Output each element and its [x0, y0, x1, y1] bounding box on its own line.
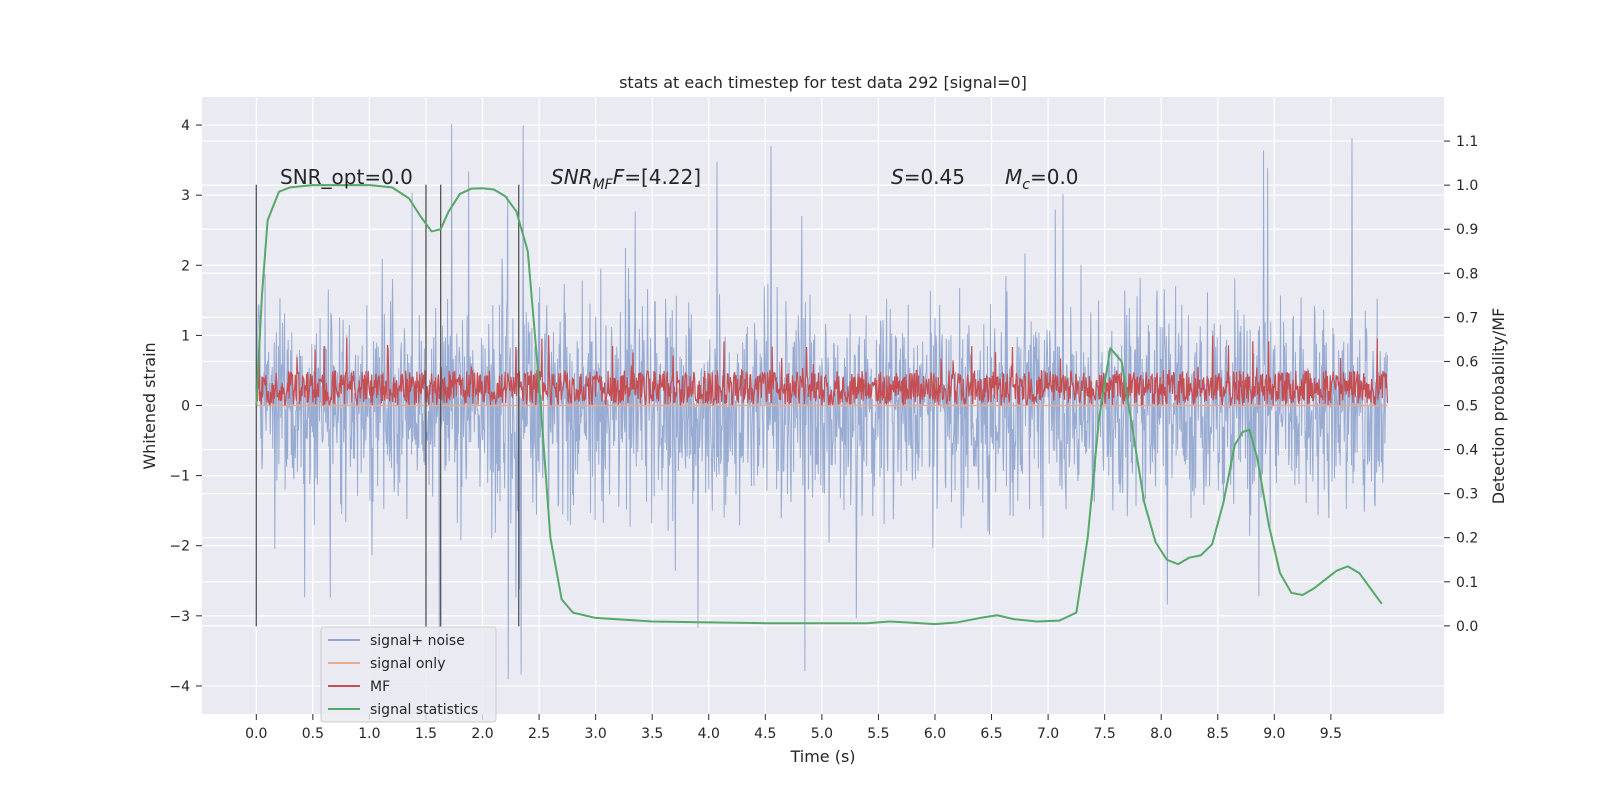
- x-tick-label: 3.0: [585, 726, 607, 742]
- mf-series: [255, 335, 1389, 407]
- y2-tick-label: 0.7: [1456, 310, 1478, 326]
- chart-title: stats at each timestep for test data 292…: [619, 73, 1027, 92]
- annotation-s: S=0.45: [891, 165, 965, 189]
- signal-statistics-series: [255, 184, 1383, 626]
- y2-tick-label: 0.0: [1456, 619, 1478, 635]
- x-tick-label: 2.0: [471, 726, 493, 742]
- y2-tick-label: 1.0: [1456, 178, 1478, 194]
- y2-tick-label: 0.6: [1456, 354, 1478, 370]
- x-tick-label: 9.0: [1263, 726, 1285, 742]
- y2-axis-label: Detection probability/MF: [1489, 308, 1508, 505]
- y-tick-label: 4: [181, 118, 190, 134]
- x-tick-label: 8.0: [1150, 726, 1172, 742]
- y-tick-label: 2: [181, 258, 190, 274]
- x-tick-label: 1.0: [358, 726, 380, 742]
- x-tick-label: 6.5: [980, 726, 1002, 742]
- x-tick-label: 5.5: [867, 726, 889, 742]
- y-tick-label: 0: [181, 399, 190, 415]
- vertical-markers: [255, 184, 520, 627]
- legend-label-signal: signal only: [370, 656, 445, 672]
- x-tick-label: 4.0: [698, 726, 720, 742]
- y2-tick-labels: 1.1 1.0 0.9 0.8 0.7 0.6 0.5 0.4 0.3 0.2 0.1 0.0: [1444, 134, 1478, 635]
- y2-tick-label: 0.5: [1456, 399, 1478, 415]
- mc-value: =0.0: [1030, 165, 1079, 189]
- x-tick-label: 7.5: [1094, 726, 1116, 742]
- legend-box: [320, 626, 497, 723]
- x-tick-label: 8.5: [1207, 726, 1229, 742]
- y2-tick-label: 1.1: [1456, 134, 1478, 150]
- x-tick-label: 0.5: [302, 726, 324, 742]
- legend-label-noise: signal+ noise: [370, 633, 465, 649]
- y-tick-label: −1: [169, 469, 190, 485]
- legend: signal+ noise signal only MF signal stat…: [320, 626, 497, 723]
- snr-mf-base: SNR: [551, 165, 593, 189]
- x-tick-label: 2.5: [528, 726, 550, 742]
- annotation-snr-opt: SNR_opt=0.0: [280, 165, 413, 189]
- y-tick-labels: 4 3 2 1 0 −1 −2 −3 −4: [169, 118, 202, 695]
- mc-sub: c: [1022, 177, 1030, 193]
- mc-base: M: [1005, 165, 1022, 189]
- x-tick-label: 9.5: [1320, 726, 1342, 742]
- s-value: =0.45: [904, 165, 965, 189]
- snr-mf-f: F: [613, 165, 625, 189]
- y2-tick-label: 0.8: [1456, 266, 1478, 282]
- annotation-snr-mf: SNRMFF=[4.22]: [551, 165, 701, 193]
- y-tick-label: 1: [181, 328, 190, 344]
- y-tick-label: −3: [169, 609, 190, 625]
- y-tick-label: −4: [169, 679, 190, 695]
- x-tick-label: 3.5: [641, 726, 663, 742]
- y2-tick-label: 0.4: [1456, 443, 1478, 459]
- series-line-signal-statistics: [255, 184, 1383, 626]
- y2-tick-label: 0.3: [1456, 487, 1478, 503]
- legend-label-stats: signal statistics: [370, 702, 478, 718]
- series-line-mf: [255, 335, 1389, 407]
- x-tick-label: 4.5: [754, 726, 776, 742]
- x-tick-labels: 0.0 0.5 1.0 1.5 2.0 2.5 3.0 3.5 4.0 4.5 5.0 5.5 6.0 6…: [245, 714, 1342, 742]
- x-axis-label: Time (s): [789, 747, 855, 766]
- y-axis-label: Whitened strain: [140, 342, 159, 469]
- y2-tick-label: 0.2: [1456, 531, 1478, 547]
- s-label: S: [891, 165, 904, 189]
- y-tick-label: −2: [169, 539, 190, 555]
- y2-tick-label: 0.1: [1456, 575, 1478, 591]
- legend-label-mf: MF: [370, 679, 390, 695]
- y-tick-label: 3: [181, 188, 190, 204]
- snr-mf-sub: MF: [593, 177, 614, 193]
- y2-tick-label: 0.9: [1456, 222, 1478, 238]
- x-tick-label: 0.0: [245, 726, 267, 742]
- annotation-mc: Mc=0.0: [1005, 165, 1079, 193]
- snr-mf-value: =[4.22]: [624, 165, 701, 189]
- x-tick-label: 7.0: [1037, 726, 1059, 742]
- x-tick-label: 1.5: [415, 726, 437, 742]
- x-tick-label: 5.0: [811, 726, 833, 742]
- x-tick-label: 6.0: [924, 726, 946, 742]
